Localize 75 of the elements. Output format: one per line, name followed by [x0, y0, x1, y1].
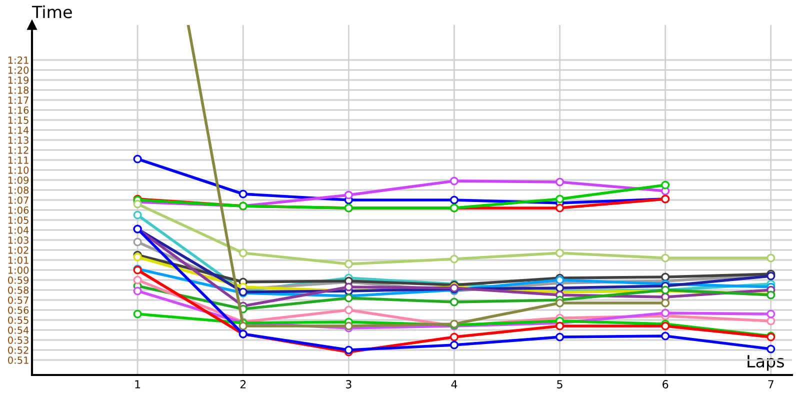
- point: [450, 176, 459, 186]
- point: [661, 308, 670, 318]
- y-tick-label: 1:10: [8, 166, 29, 174]
- y-tick-label: 0:51: [8, 356, 28, 364]
- point: [661, 180, 670, 190]
- point: [133, 154, 142, 164]
- point: [450, 298, 459, 306]
- y-tick-label: 1:09: [8, 176, 29, 184]
- y-tick-label: 0:55: [8, 316, 28, 324]
- point: [238, 190, 248, 198]
- y-tick-label: 1:13: [8, 136, 28, 144]
- point: [766, 310, 776, 318]
- y-tick-label: 1:06: [8, 206, 29, 214]
- point: [661, 298, 670, 308]
- x-tick-label: 1: [135, 380, 140, 388]
- point: [555, 204, 564, 212]
- point: [661, 332, 670, 340]
- point: [555, 322, 564, 330]
- y-tick-label: 0:53: [8, 336, 28, 344]
- point: [555, 332, 564, 342]
- point: [555, 178, 564, 186]
- point: [766, 344, 776, 354]
- x-tick-label: 6: [662, 380, 668, 388]
- point: [344, 306, 353, 314]
- y-tick-label: 1:08: [8, 186, 29, 194]
- point: [661, 254, 670, 262]
- x-tick-label: 2: [240, 380, 246, 388]
- x-tick-label: 7: [768, 380, 774, 388]
- point: [450, 332, 459, 342]
- point: [555, 298, 564, 308]
- point: [450, 340, 459, 350]
- y-tick-label: 0:54: [8, 326, 29, 334]
- point: [238, 248, 248, 258]
- y-tick-label: 1:14: [8, 126, 29, 134]
- y-tick-label: 0:59: [8, 276, 29, 284]
- y-tick-label: 1:03: [8, 236, 28, 244]
- y-tick-label: 0:58: [8, 286, 29, 294]
- y-tick-label: 1:20: [8, 66, 29, 74]
- y-tick-label: 1:07: [8, 196, 28, 204]
- point: [133, 286, 142, 296]
- point: [450, 254, 459, 264]
- point: [133, 210, 142, 220]
- point: [450, 196, 459, 204]
- y-tick-label: 1:18: [8, 86, 29, 94]
- y-tick-label: 1:00: [8, 266, 29, 274]
- y-tick-label: 1:05: [8, 216, 28, 224]
- y-tick-label: 1:19: [8, 76, 29, 84]
- y-tick-label: 1:01: [8, 256, 28, 264]
- y-tick-label: 1:04: [8, 226, 29, 234]
- x-tick-label: 3: [346, 380, 352, 388]
- point: [766, 254, 776, 262]
- y-tick-label: 1:21: [8, 56, 28, 64]
- point: [344, 190, 353, 200]
- point: [133, 238, 142, 246]
- y-tick-label: 1:12: [8, 146, 28, 154]
- point: [344, 282, 353, 292]
- y-tick-label: 0:57: [8, 296, 28, 304]
- point: [133, 276, 142, 284]
- point: [766, 316, 776, 326]
- point: [344, 260, 353, 268]
- y-tick-label: 0:56: [8, 306, 29, 314]
- point: [555, 194, 564, 204]
- x-tick-label: 5: [557, 380, 562, 388]
- y-tick-label: 1:16: [8, 106, 29, 114]
- point: [133, 310, 142, 318]
- y-tick-label: 1:17: [8, 96, 28, 104]
- point: [238, 322, 248, 330]
- point: [661, 272, 670, 282]
- y-tick-label: 1:15: [8, 116, 28, 124]
- y-tick-label: 1:02: [8, 246, 28, 254]
- y-axis-title: Time: [32, 5, 72, 18]
- y-tick-label: 0:52: [8, 346, 28, 354]
- y-tick-label: 1:11: [8, 156, 28, 164]
- point: [555, 248, 564, 258]
- x-tick-label: 4: [451, 380, 458, 388]
